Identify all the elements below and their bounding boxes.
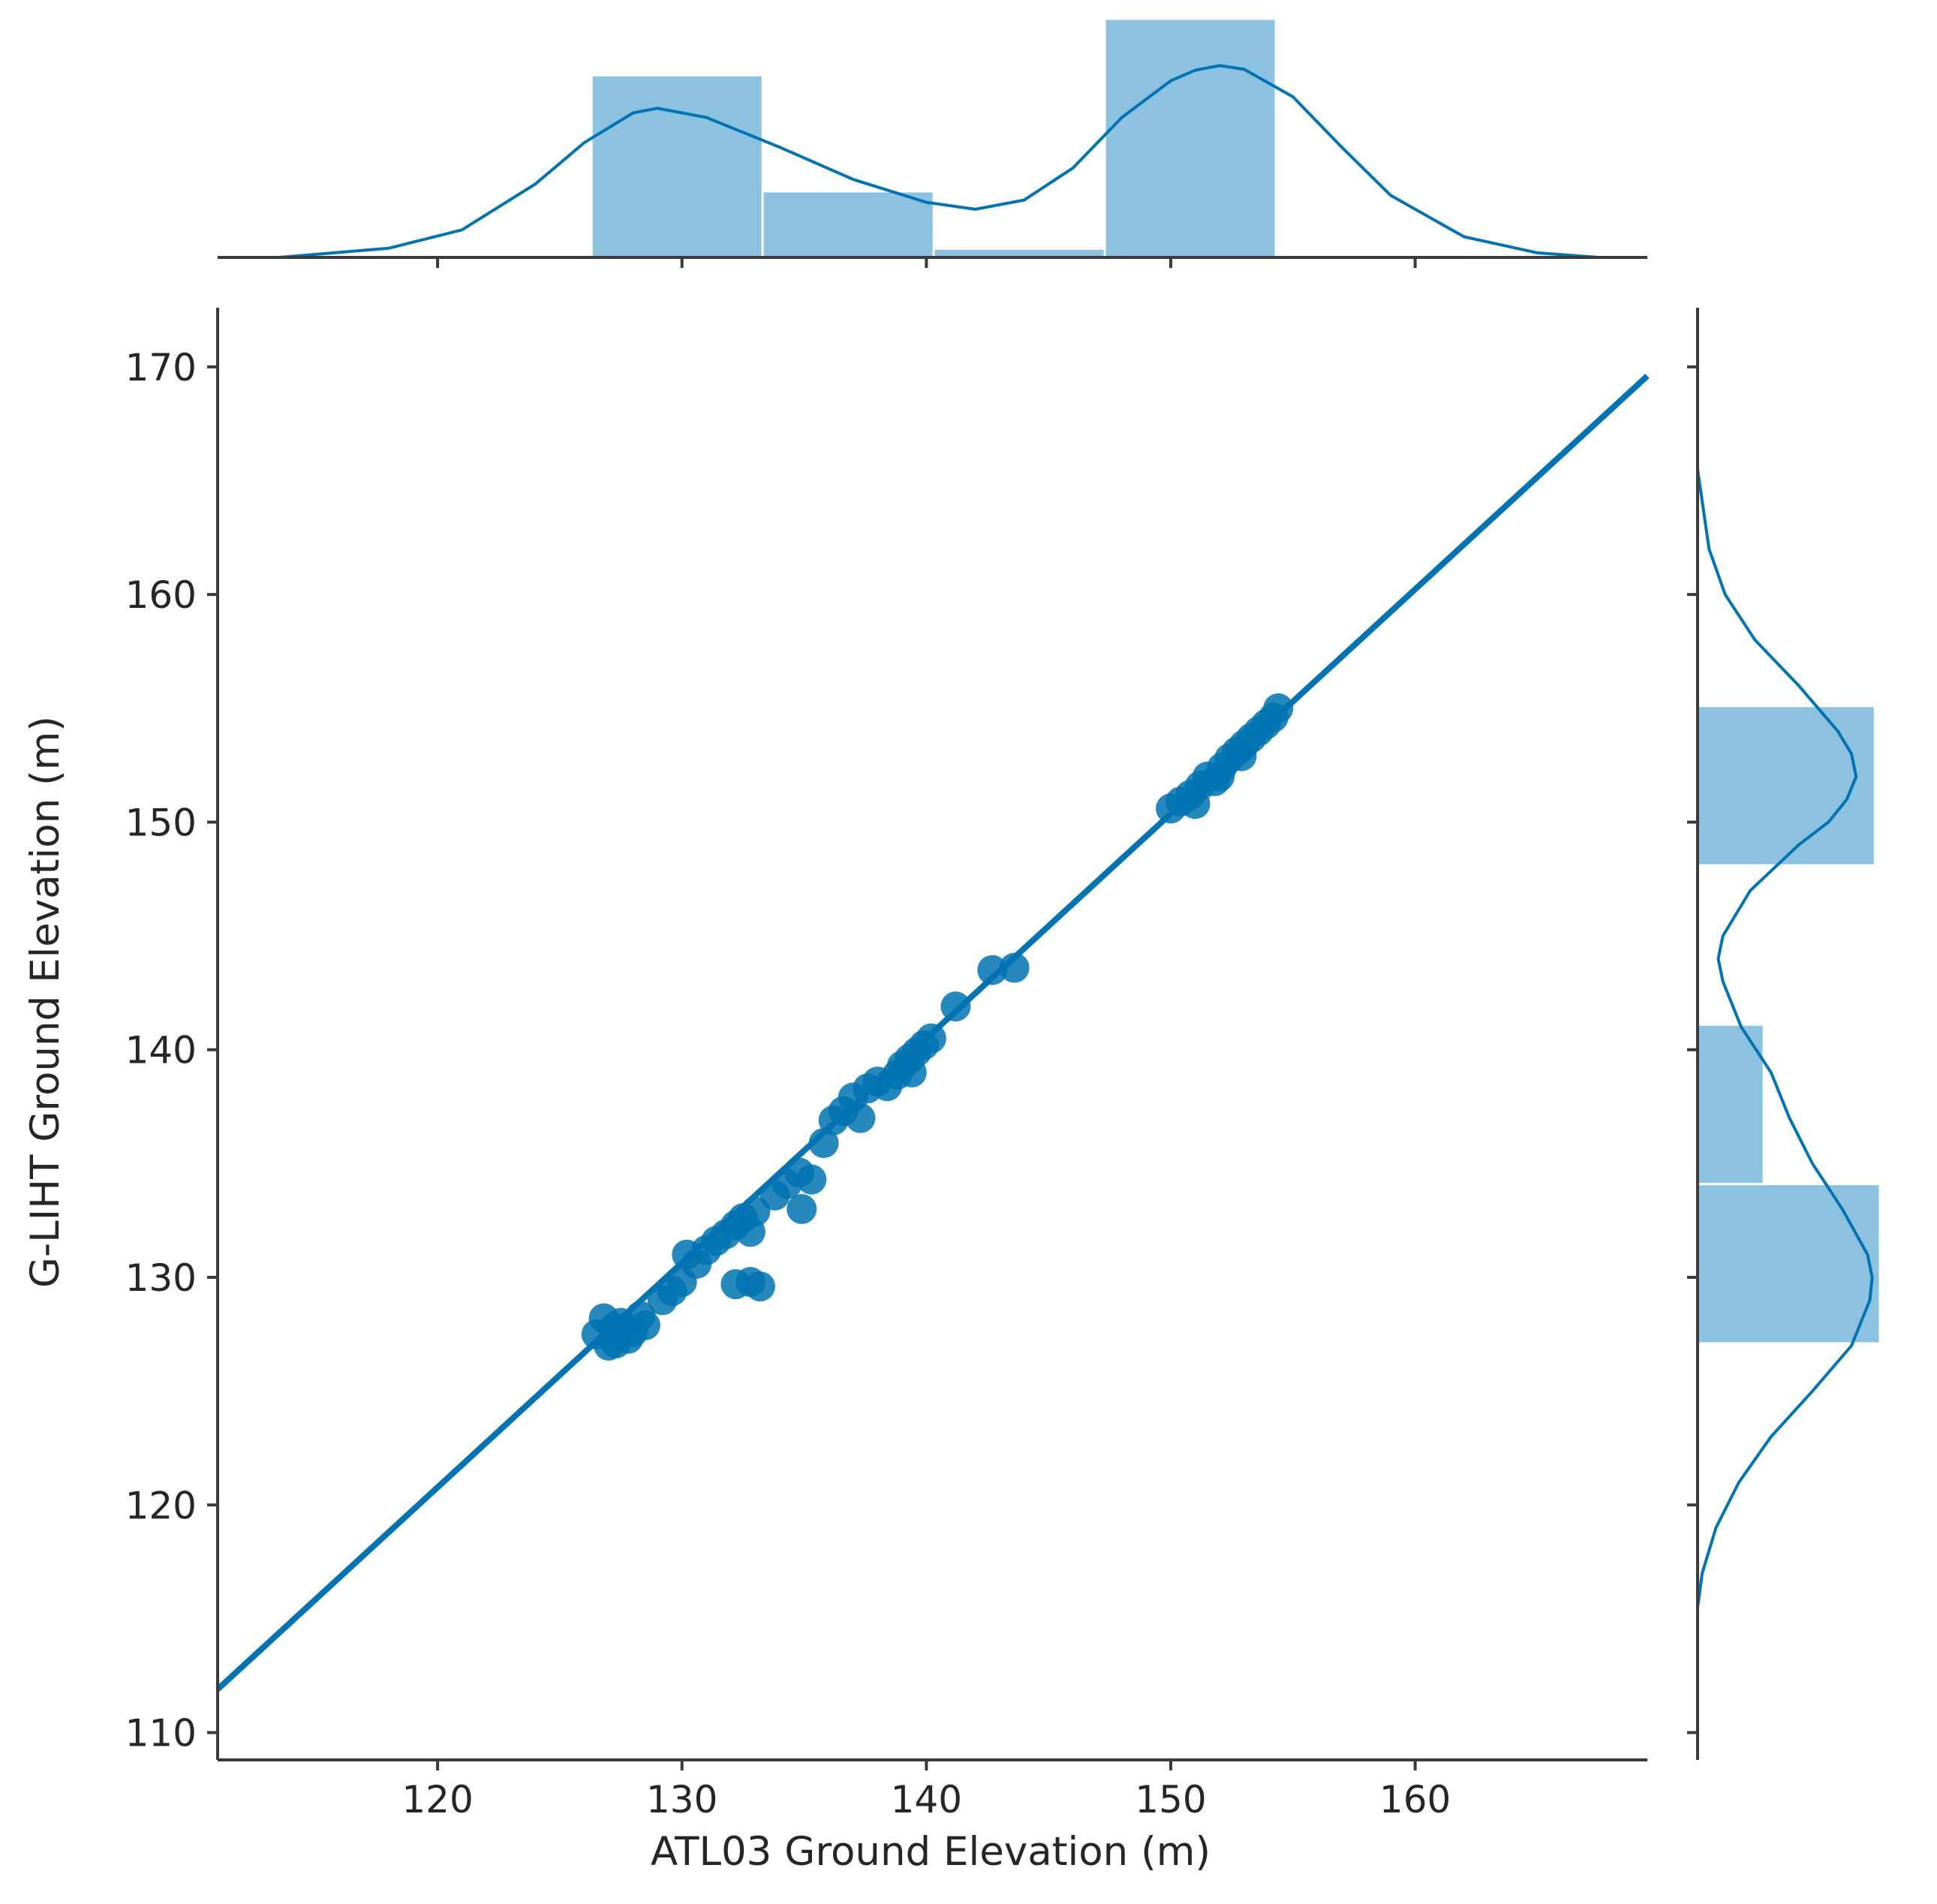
scatter-point <box>1205 761 1235 792</box>
y-hist-bar <box>1696 1183 1881 1345</box>
scatter-point <box>916 1023 946 1054</box>
scatter-point <box>896 1057 927 1088</box>
axes: 120 130 140 150 160 110 120 130 140 150 160 170 <box>125 308 1647 1821</box>
y-hist-bar <box>1696 1023 1765 1186</box>
scatter-point <box>600 1328 631 1358</box>
x-hist-bar <box>761 190 935 259</box>
scatter-plot-area <box>215 374 1650 1692</box>
y-tick-label: 120 <box>125 1484 197 1527</box>
y-tick-label: 140 <box>125 1029 197 1072</box>
x-hist-bar <box>590 74 764 259</box>
scatter-point <box>630 1310 660 1340</box>
x-tick-label: 130 <box>646 1778 717 1821</box>
x-tick-label: 150 <box>1135 1778 1206 1821</box>
right-marginal-histogram <box>1687 308 1881 1760</box>
y-tick-label: 130 <box>125 1256 197 1300</box>
scatter-point <box>977 955 1008 985</box>
scatter-point <box>1180 789 1211 820</box>
scatter-point <box>744 1271 775 1302</box>
y-tick-label: 160 <box>125 573 197 617</box>
x-axis-label: ATL03 Ground Elevation (m) <box>651 1829 1211 1875</box>
x-tick-label: 160 <box>1379 1778 1451 1821</box>
y-tick-label: 150 <box>125 801 197 844</box>
x-hist-bar <box>1103 17 1277 259</box>
scatter-point <box>787 1194 817 1225</box>
scatter-point <box>940 991 971 1022</box>
y-kde-curve <box>1696 469 1874 1608</box>
y-tick-label: 110 <box>125 1712 197 1755</box>
x-tick-label: 120 <box>402 1778 473 1821</box>
scatter-point <box>796 1164 827 1195</box>
x-kde-curve <box>278 64 1599 259</box>
scatter-point <box>999 952 1030 983</box>
y-tick-label: 170 <box>125 346 197 390</box>
scatter-point <box>808 1128 839 1159</box>
scatter-point <box>845 1102 876 1133</box>
y-axis-label: G-LIHT Ground Elevation (m) <box>23 716 68 1288</box>
top-marginal-histogram <box>218 17 1647 268</box>
y-hist-bar <box>1696 705 1876 867</box>
scatter-point <box>1226 741 1257 772</box>
x-tick-label: 140 <box>891 1778 962 1821</box>
scatter-point <box>1263 693 1294 723</box>
